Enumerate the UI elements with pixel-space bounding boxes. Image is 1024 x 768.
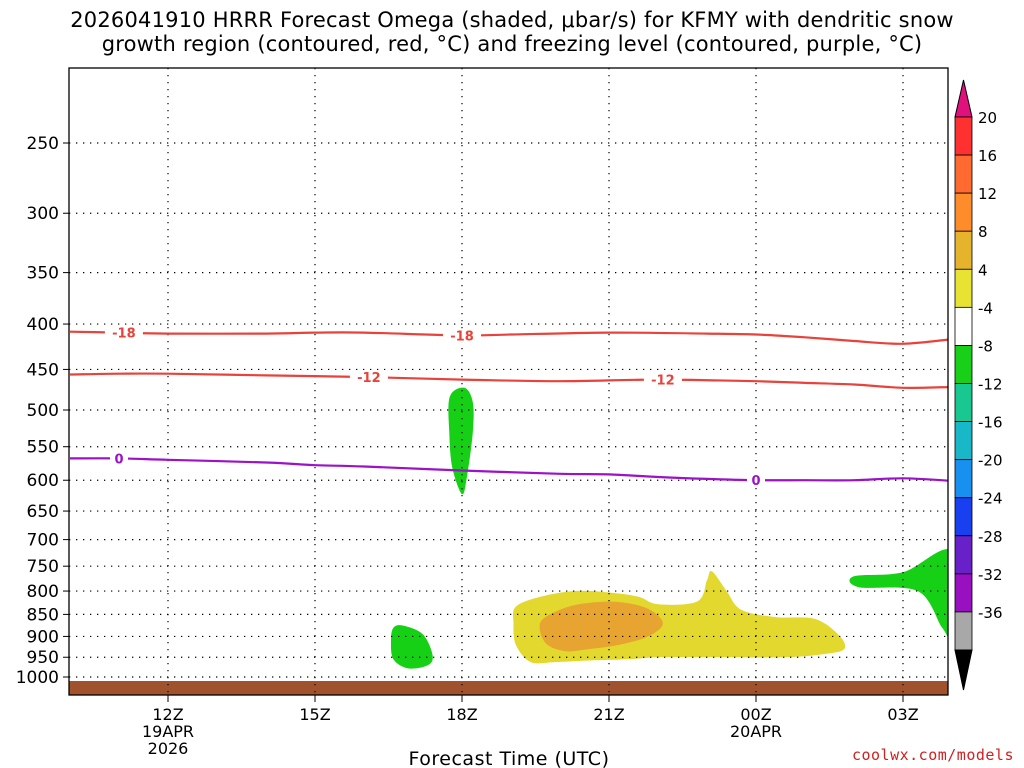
colorbar-segment	[954, 154, 973, 194]
y-tick-label: 400	[27, 315, 59, 335]
contour-label-bg	[643, 372, 682, 387]
colorbar-segment	[954, 497, 973, 537]
colorbar-tick-label: 4	[978, 261, 988, 279]
x-tick-label: 15Z	[299, 705, 330, 724]
colorbar-segment	[954, 230, 973, 270]
colorbar: 20 16 12 8 4 -4 -8 -12 -16 -20 -24 -28 -32 -36	[954, 79, 1003, 691]
chart-title-line-2: growth region (contoured, red, °C) and f…	[101, 32, 923, 56]
y-tick-label: 350	[27, 264, 59, 284]
x-tick-sublabel: 19APR	[142, 722, 194, 741]
colorbar-tick-label: -32	[978, 566, 1003, 584]
x-tick-sublabel: 2026	[148, 739, 189, 758]
colorbar-segment	[954, 192, 973, 232]
colorbar-segment	[954, 611, 973, 651]
ground-band	[69, 681, 948, 695]
y-tick-label: 600	[27, 471, 59, 491]
colorbar-segment	[954, 421, 973, 461]
omega-shaded-region	[390, 625, 433, 669]
contour-label: -18	[112, 327, 136, 342]
y-tick-label: 450	[27, 360, 59, 380]
colorbar-tick-label: -12	[978, 376, 1003, 394]
y-tick-label: 300	[27, 204, 59, 224]
colorbar-tick-label: 16	[978, 147, 997, 165]
plot-frame	[68, 67, 949, 696]
contour-layer: -18 -18 -12 -12 0 0	[69, 325, 948, 489]
colorbar-tick-label: 12	[978, 185, 997, 203]
axes-layer: 2503003504004505005506006507007508008509…	[16, 134, 919, 768]
colorbar-tick-label: -4	[978, 299, 993, 317]
colorbar-segment	[954, 306, 973, 346]
colorbar-tick-label: -8	[978, 337, 993, 355]
contour-label-bg	[443, 328, 481, 343]
omega-shaded-region	[849, 549, 948, 638]
y-tick-label: 950	[27, 648, 59, 668]
colorbar-segment	[954, 383, 973, 422]
x-tick-label: 03Z	[887, 705, 918, 724]
x-tick-sublabel: 20APR	[730, 722, 782, 741]
source-credit: coolwx.com/models	[851, 746, 1014, 764]
y-tick-label: 500	[27, 401, 59, 421]
omega-shaded-region	[539, 601, 663, 652]
colorbar-tick-label: -36	[978, 604, 1003, 622]
x-tick-label: 00Z	[740, 705, 771, 724]
y-tick-label: 650	[27, 502, 59, 522]
y-tick-label: 550	[27, 438, 59, 458]
plot-border	[68, 67, 949, 696]
contour-line	[69, 457, 948, 482]
chart-title-line-1: 2026041910 HRRR Forecast Omega (shaded, …	[70, 8, 954, 32]
colorbar-segment	[954, 535, 973, 575]
colorbar-tick-label: -20	[978, 452, 1003, 470]
contour-label-bg	[747, 473, 765, 488]
colorbar-segment	[954, 459, 973, 499]
colorbar-tick-label: -28	[978, 528, 1003, 546]
colorbar-tick-label: 8	[978, 223, 988, 241]
omega-shaded-region	[448, 387, 474, 495]
colorbar-segment	[954, 268, 973, 308]
y-tick-label: 800	[27, 582, 59, 602]
y-tick-label: 850	[27, 605, 59, 625]
contour-label: 0	[751, 474, 760, 489]
contour-line	[69, 372, 948, 389]
x-axis-title: Forecast Time (UTC)	[409, 748, 610, 768]
contour-label: -12	[357, 371, 381, 386]
colorbar-segment	[954, 116, 973, 156]
contour-label: 0	[114, 452, 123, 467]
contour-line	[69, 330, 948, 345]
colorbar-segment	[954, 573, 973, 613]
colorbar-tick-label: -24	[978, 490, 1003, 508]
contour-label-bg	[110, 451, 128, 466]
y-tick-label: 750	[27, 557, 59, 577]
colorbar-tick-label: -16	[978, 414, 1003, 432]
colorbar-tick-label: 20	[978, 109, 997, 127]
x-tick-label: 21Z	[593, 705, 624, 724]
y-tick-label: 1000	[16, 668, 59, 688]
contour-label: -12	[651, 374, 675, 389]
colorbar-top-arrow	[954, 79, 973, 118]
contour-label-bg	[104, 325, 143, 340]
y-tick-label: 700	[27, 531, 59, 551]
y-tick-label: 900	[27, 627, 59, 647]
y-tick-label: 250	[27, 134, 59, 154]
x-tick-label: 18Z	[446, 705, 477, 724]
colorbar-bottom-arrow	[954, 649, 973, 691]
colorbar-segment	[954, 345, 973, 384]
x-tick-label: 12Z	[152, 705, 183, 724]
contour-label-bg	[349, 370, 388, 385]
omega-shading-layer	[69, 387, 948, 695]
contour-label: -18	[450, 329, 474, 344]
